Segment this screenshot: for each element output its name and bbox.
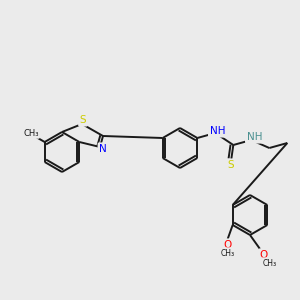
Text: S: S — [80, 115, 86, 125]
Text: O: O — [260, 250, 268, 260]
Text: N: N — [99, 144, 107, 154]
Text: NH: NH — [247, 132, 262, 142]
Text: CH₃: CH₃ — [220, 248, 235, 257]
Text: O: O — [224, 240, 232, 250]
Text: NH: NH — [210, 126, 225, 136]
Text: CH₃: CH₃ — [263, 259, 277, 268]
Text: CH₃: CH₃ — [23, 128, 39, 137]
Text: S: S — [227, 160, 234, 170]
